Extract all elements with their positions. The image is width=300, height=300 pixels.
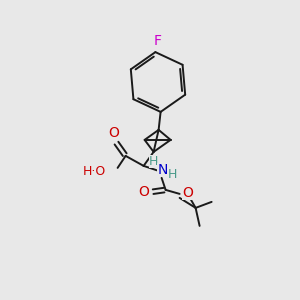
Text: F: F <box>153 34 161 48</box>
Text: O: O <box>182 186 193 200</box>
Text: H·O: H·O <box>82 165 106 178</box>
Text: H: H <box>168 168 177 182</box>
Text: H: H <box>149 155 158 168</box>
Text: O: O <box>138 185 149 199</box>
Text: N: N <box>158 163 168 177</box>
Text: O: O <box>108 126 119 140</box>
